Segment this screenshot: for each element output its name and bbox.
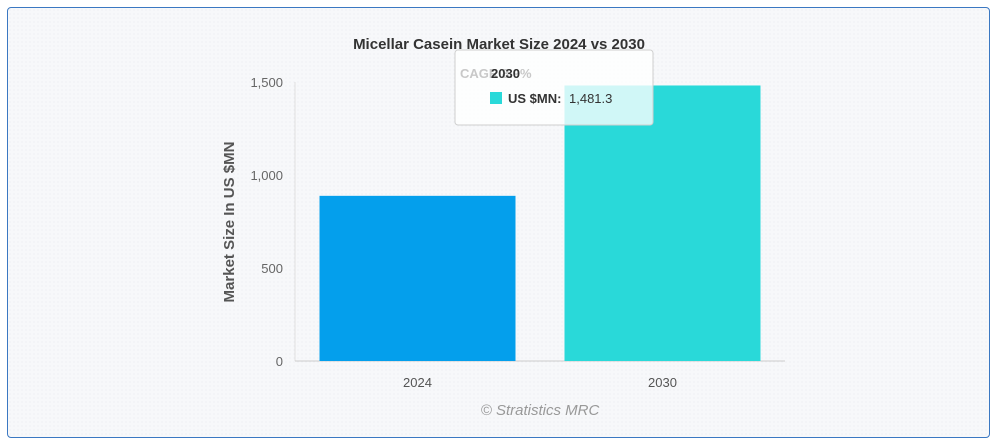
x-tick-label: 2030 <box>648 375 677 390</box>
x-tick-label: 2024 <box>403 375 432 390</box>
y-tick-label: 0 <box>276 354 283 369</box>
tooltip-annotation: CAGR 8.9% <box>460 66 532 81</box>
y-axis-ticks: 0 500 1,000 1,500 <box>250 75 283 369</box>
chart-title: Micellar Casein Market Size 2024 vs 2030 <box>353 36 645 53</box>
bar-2024[interactable] <box>319 195 516 361</box>
y-tick-label: 500 <box>261 261 283 276</box>
tooltip-box <box>454 49 654 126</box>
tooltip-title: 2030 <box>491 66 520 81</box>
y-tick-label: 1,500 <box>250 75 283 90</box>
tooltip-series-label: US $MN: <box>508 91 561 106</box>
chart-credit: © Stratistics MRC <box>481 402 600 419</box>
x-axis-ticks: 2024 2030 <box>403 375 677 390</box>
y-tick-label: 1,000 <box>250 168 283 183</box>
tooltip-value: 1,481.3 <box>569 91 612 106</box>
bar-2030[interactable] <box>564 85 761 361</box>
bars-group <box>319 85 761 361</box>
chart-tooltip: CAGR 8.9% 2030 US $MN: 1,481.3 <box>454 49 654 126</box>
tooltip-series-marker <box>490 92 502 104</box>
y-axis-label: Market Size In US $MN <box>221 142 238 303</box>
